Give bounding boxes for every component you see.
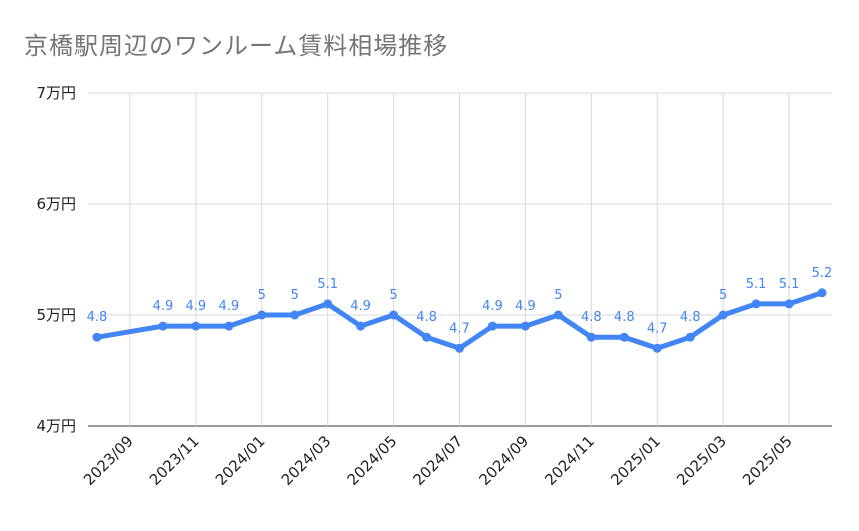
data-label: 5: [389, 288, 397, 303]
data-label: 4.8: [581, 310, 602, 325]
data-label: 5: [291, 288, 299, 303]
x-tick-label: 2024/11: [541, 432, 598, 489]
data-point: [751, 299, 761, 309]
data-label: 5.1: [746, 277, 767, 292]
data-point: [784, 299, 794, 309]
data-point: [389, 310, 399, 320]
y-tick-label: 5万円: [36, 306, 76, 324]
data-label: 4.8: [87, 310, 108, 325]
data-point: [92, 332, 102, 342]
data-point: [586, 332, 596, 342]
y-tick-label: 4万円: [36, 417, 76, 435]
data-point: [158, 321, 168, 331]
data-label: 4.9: [186, 299, 207, 314]
data-labels: 4.8 4.9 4.9 4.9 5 5 5.1 4.9 5 4.8 4.7 4.9 4.9 5 4.8 4.8…: [87, 266, 833, 337]
data-label: 5.2: [812, 266, 833, 281]
data-point: [455, 343, 464, 353]
data-label: 5: [554, 288, 562, 303]
data-label: 4.9: [218, 299, 239, 314]
series-layer: [92, 288, 827, 353]
x-tick-label: 2025/01: [607, 432, 664, 489]
data-point: [422, 332, 432, 342]
y-tick-label: 7万円: [36, 84, 76, 102]
x-tick-label: 2024/07: [410, 432, 467, 489]
x-tick-label: 2024/03: [278, 432, 335, 489]
x-tick-label: 2024/01: [212, 432, 269, 489]
x-tick-label: 2023/09: [80, 432, 137, 489]
data-point: [191, 321, 201, 331]
data-point: [520, 321, 530, 331]
data-point: [323, 299, 333, 309]
x-tick-label: 2024/09: [475, 432, 532, 489]
data-label: 5: [719, 288, 727, 303]
data-label: 5: [258, 288, 266, 303]
data-label: 4.9: [153, 299, 174, 314]
y-tick-label: 6万円: [36, 195, 76, 213]
data-point: [290, 310, 300, 320]
data-point: [553, 310, 563, 320]
data-label: 4.9: [515, 299, 536, 314]
data-point: [356, 321, 366, 331]
data-label: 4.7: [449, 321, 470, 336]
data-label: 4.8: [680, 310, 701, 325]
data-point: [257, 310, 267, 320]
data-label: 4.9: [350, 299, 371, 314]
data-point: [685, 332, 695, 342]
data-label: 4.8: [614, 310, 635, 325]
data-point: [718, 310, 728, 320]
data-label: 4.9: [482, 299, 503, 314]
data-point: [619, 332, 629, 342]
series-line: [94, 290, 825, 351]
data-label: 5.1: [779, 277, 800, 292]
data-point: [817, 288, 827, 298]
x-tick-label: 2025/05: [739, 432, 796, 489]
x-tick-label: 2023/11: [146, 432, 203, 489]
y-axis-labels: 4万円 5万円 6万円 7万円: [36, 84, 76, 435]
data-point: [652, 343, 662, 353]
data-label: 5.1: [317, 277, 338, 292]
data-point: [224, 321, 234, 331]
gridlines: [88, 92, 832, 427]
data-point: [487, 321, 497, 331]
x-axis-labels: 2023/09 2023/11 2024/01 2024/03 2024/05 2024/…: [80, 432, 796, 489]
data-label: 4.7: [647, 321, 668, 336]
x-tick-label: 2025/03: [673, 432, 730, 489]
x-tick-label: 2024/05: [344, 432, 401, 489]
chart-title: 京橋駅周辺のワンルーム賃料相場推移: [24, 32, 449, 60]
data-label: 4.8: [416, 310, 437, 325]
